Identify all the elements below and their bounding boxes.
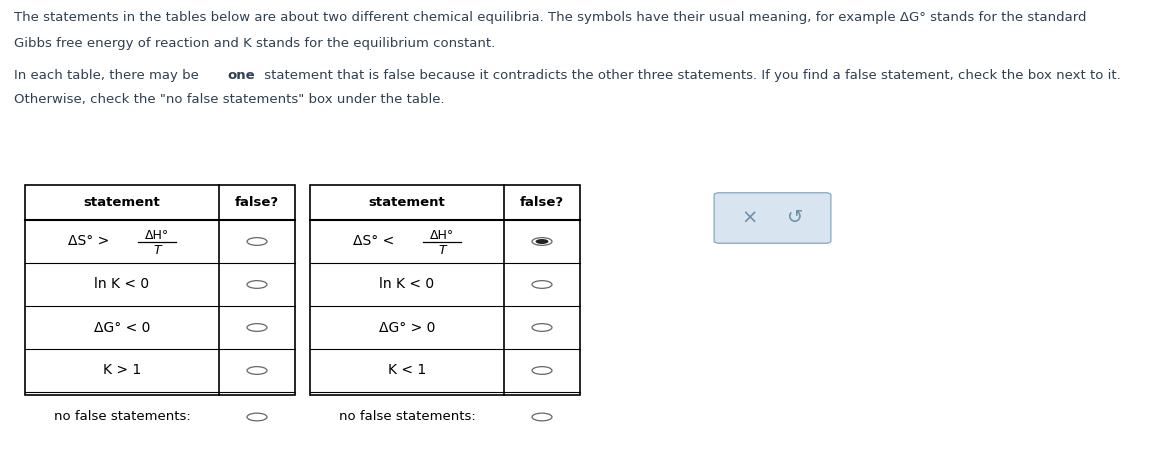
Text: ↺: ↺ xyxy=(787,208,804,227)
Text: K < 1: K < 1 xyxy=(388,363,426,377)
Text: T: T xyxy=(154,244,161,256)
Text: ΔG° < 0: ΔG° < 0 xyxy=(94,321,150,334)
Text: statement: statement xyxy=(368,196,446,209)
Text: ΔS° <: ΔS° < xyxy=(353,235,394,249)
Text: The statements in the tables below are about two different chemical equilibria. : The statements in the tables below are a… xyxy=(14,11,1086,24)
Text: one: one xyxy=(228,69,256,82)
Text: ΔG° > 0: ΔG° > 0 xyxy=(379,321,435,334)
Text: ΔS° >: ΔS° > xyxy=(68,235,109,249)
Text: no false statements:: no false statements: xyxy=(339,410,475,424)
Text: false?: false? xyxy=(520,196,564,209)
Text: statement: statement xyxy=(83,196,161,209)
Text: Gibbs free energy of reaction and K stands for the equilibrium constant.: Gibbs free energy of reaction and K stan… xyxy=(14,37,495,50)
Text: no false statements:: no false statements: xyxy=(54,410,190,424)
Text: ΔH°: ΔH° xyxy=(144,229,169,241)
Text: ln K < 0: ln K < 0 xyxy=(95,278,150,291)
Text: T: T xyxy=(438,244,446,256)
Text: ΔH°: ΔH° xyxy=(429,229,454,241)
Text: Otherwise, check the "no false statements" box under the table.: Otherwise, check the "no false statement… xyxy=(14,93,445,106)
Text: ×: × xyxy=(741,208,758,227)
Text: statement that is false because it contradicts the other three statements. If yo: statement that is false because it contr… xyxy=(260,69,1121,82)
Text: In each table, there may be: In each table, there may be xyxy=(14,69,203,82)
Text: ln K < 0: ln K < 0 xyxy=(379,278,434,291)
Text: false?: false? xyxy=(235,196,279,209)
Text: K > 1: K > 1 xyxy=(103,363,141,377)
